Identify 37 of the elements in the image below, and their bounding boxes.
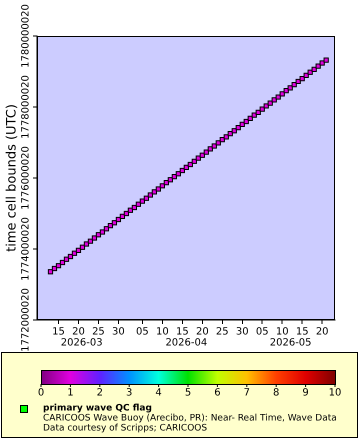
x-tick-label: 20 — [316, 326, 329, 338]
x-tick-label: 10 — [276, 326, 289, 338]
color-bar-label: 7 — [244, 388, 250, 399]
color-bar-label: 9 — [302, 388, 309, 399]
y-tick-label: 1776000020 — [20, 146, 32, 210]
y-tick-label: 1780000020 — [20, 4, 32, 68]
x-tick-label: 15 — [176, 326, 189, 338]
color-bar-label: 8 — [273, 388, 280, 399]
color-bar-label: 2 — [96, 388, 103, 399]
color-bar-label: 5 — [184, 388, 192, 399]
color-bar-label: 4 — [155, 388, 162, 399]
y-tick-label: 1778000020 — [20, 75, 32, 139]
x-tick-label: 20 — [72, 326, 85, 338]
x-tick-label: 15 — [296, 326, 309, 338]
text: Data courtesy of Scripps; CARICOOS — [43, 423, 208, 434]
color-bar-label: 1 — [67, 388, 74, 399]
color-bar-label: 0 — [38, 388, 44, 399]
text: 2026-04 — [165, 338, 208, 349]
x-tick-label: 05 — [136, 326, 149, 338]
color-bar-label: 3 — [126, 388, 132, 399]
color-bar-label: 10 — [328, 388, 342, 399]
text: 2026-03 — [60, 338, 103, 349]
color-bar-title: primary wave QC flag — [43, 403, 152, 414]
color-bar-label: 6 — [214, 388, 221, 399]
x-tick-label: 30 — [112, 326, 125, 338]
x-tick-label: 10 — [156, 326, 169, 338]
text: 2026-05 — [270, 338, 312, 349]
x-tick-label: 25 — [92, 326, 105, 338]
y-tick-label: 1774000020 — [20, 217, 32, 281]
y-axis-title: time cell bounds (UTC) — [4, 104, 20, 252]
text: CARICOOS Wave Buoy (Arecibo, PR): Near- Real Time, Wave Data — [43, 413, 337, 424]
x-tick-label: 30 — [236, 326, 249, 338]
x-tick-label: 25 — [216, 326, 229, 338]
x-tick-label: 20 — [196, 326, 209, 338]
x-tick-label: 05 — [256, 326, 269, 338]
x-tick-label: 15 — [52, 326, 65, 338]
y-tick-label: 1772000020 — [20, 288, 32, 352]
